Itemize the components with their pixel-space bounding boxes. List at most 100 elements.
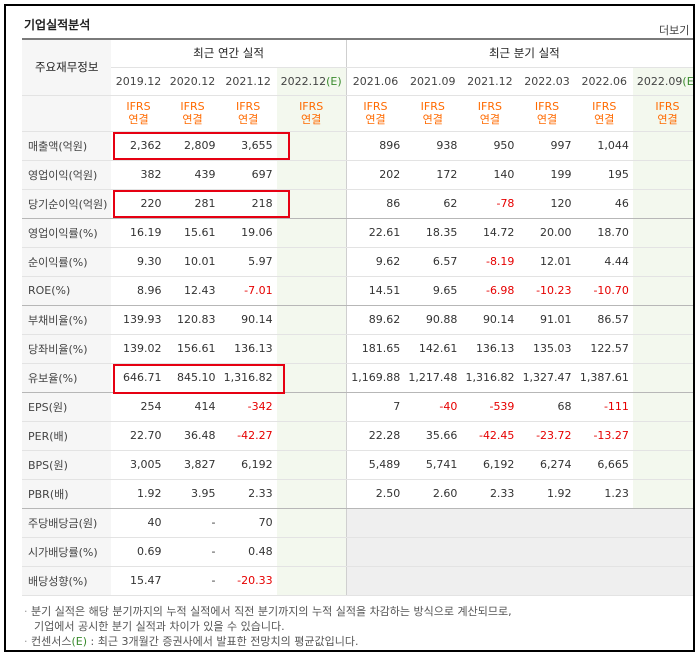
quarter-value-cell: 35.66 (404, 421, 462, 451)
quarter-value-cell (345, 566, 405, 596)
annual-period-header: 2019.12 (111, 67, 166, 96)
table-row: 순이익률(%) 9.30 10.01 5.97 9.62 6.57 -8.19 12.01 4.… (22, 247, 693, 277)
annual-value-cell: 156.61 (165, 334, 220, 364)
quarter-value-cell (345, 508, 405, 538)
quarter-value-cell: 18.70 (575, 218, 633, 248)
annual-value-cell: 281 (165, 189, 220, 219)
quarter-value-cell: 2.50 (345, 479, 405, 509)
row-label: 당기순이익(억원) (22, 189, 112, 219)
highlight-box-retention-ratio (113, 364, 285, 394)
table-row: 배당성향(%) 15.47- -20.33 (22, 566, 693, 596)
row-label: 시가배당률(%) (22, 537, 112, 567)
quarter-period-header: 2021.12 (461, 67, 519, 96)
footnote-1: · 분기 실적은 해당 분기까지의 누적 실적에서 직전 분기까지의 누적 실적… (24, 605, 512, 618)
annual-value-cell: 2.33 (219, 479, 277, 509)
annual-value-cell (276, 247, 347, 277)
annual-value-cell: 8.96 (111, 276, 166, 306)
quarter-value-cell (575, 537, 633, 567)
quarter-value-cell: 6,192 (461, 450, 519, 480)
ifrs-label-line2: 연결 (594, 113, 615, 126)
annual-value-cell (276, 450, 347, 480)
row-label: ROE(%) (22, 276, 112, 306)
row-label: 당좌비율(%) (22, 334, 112, 364)
quarter-value-cell: 6.57 (404, 247, 462, 277)
quarter-value-cell (461, 566, 519, 596)
ifrs-label-line1: IFRS (363, 100, 388, 113)
quarter-value-cell: 46 (575, 189, 633, 219)
annual-value-cell: - (165, 566, 220, 596)
annual-value-cell: 36.48 (165, 421, 220, 451)
quarter-value-cell: -111 (575, 392, 633, 422)
annual-period-header: 2021.12 (219, 67, 277, 96)
ifrs-label-line2: 연결 (182, 113, 203, 126)
section-title: 기업실적분석 (24, 18, 91, 32)
quarter-value-cell: 140 (461, 160, 519, 190)
row-label: 영업이익률(%) (22, 218, 112, 248)
quarter-period-header: 2022.06 (575, 67, 633, 96)
annual-value-cell (276, 276, 347, 306)
quarter-value-cell (632, 160, 693, 190)
ifrs-label: IFRS 연결 (165, 95, 220, 132)
quarter-value-cell: 86.57 (575, 305, 633, 335)
quarter-value-cell: 91.01 (518, 305, 576, 335)
quarter-value-cell: 62 (404, 189, 462, 219)
footnote-2: · 컨센서스(E) : 최근 3개월간 증권사에서 발표한 전망치의 평균값입니… (24, 635, 359, 648)
financial-table: 주요재무정보 최근 연간 실적 최근 분기 실적 2019.12 2020.12 2… (22, 38, 693, 596)
quarter-value-cell: 172 (404, 160, 462, 190)
quarter-value-cell: 1,169.88 (345, 363, 405, 393)
quarter-period-header: 2022.03 (518, 67, 576, 96)
annual-value-cell: 439 (165, 160, 220, 190)
quarter-value-cell: 22.28 (345, 421, 405, 451)
annual-value-cell (276, 218, 347, 248)
quarter-value-cell: 202 (345, 160, 405, 190)
row-label: BPS(원) (22, 450, 112, 480)
ifrs-label-line2: 연결 (536, 113, 558, 126)
quarter-value-cell: 195 (575, 160, 633, 190)
quarter-value-cell: 1.92 (518, 479, 576, 509)
annual-value-cell: -42.27 (219, 421, 277, 451)
annual-value-cell: 697 (219, 160, 277, 190)
footnote-2-text: : 최근 3개월간 증권사에서 발표한 전망치의 평균값입니다. (87, 635, 359, 648)
quarter-value-cell: 14.72 (461, 218, 519, 248)
table-row: PBR(배) 1.92 3.95 2.33 2.50 2.60 2.33 1.92 1.23 (22, 479, 693, 509)
row-label: PBR(배) (22, 479, 112, 509)
quarter-value-cell: 4.44 (575, 247, 633, 277)
annual-value-cell (276, 566, 347, 596)
more-link[interactable]: 더보기 (659, 24, 690, 37)
annual-value-cell (276, 160, 347, 190)
ifrs-label: IFRS 연결 (276, 95, 347, 132)
quarter-value-cell: 1,044 (575, 131, 633, 161)
ifrs-label: IFRS 연결 (518, 95, 576, 132)
quarter-value-cell: 122.57 (575, 334, 633, 364)
quarter-value-cell (632, 479, 693, 509)
quarter-value-cell: 7 (345, 392, 405, 422)
table-row: 매출액(억원) 2,362 2,809 3,655 896 938 950 997 1,044 (22, 131, 693, 161)
annual-period-header: 2020.12 (165, 67, 220, 96)
quarter-value-cell (632, 363, 693, 393)
quarter-period-header: 2021.09 (404, 67, 462, 96)
annual-value-cell: -20.33 (219, 566, 277, 596)
ifrs-label-line1: IFRS (180, 100, 205, 113)
quarter-value-cell (632, 305, 693, 335)
quarter-value-cell: 181.65 (345, 334, 405, 364)
quarter-value-cell (632, 537, 693, 567)
quarter-value-cell (632, 392, 693, 422)
quarter-value-cell: 90.14 (461, 305, 519, 335)
quarter-value-cell (461, 537, 519, 567)
annual-value-cell: 19.06 (219, 218, 277, 248)
quarter-period-header: 2022.09(E) (632, 67, 693, 96)
quarter-value-cell: 22.61 (345, 218, 405, 248)
quarter-value-cell: 1,387.61 (575, 363, 633, 393)
annual-value-cell: 16.19 (111, 218, 166, 248)
row-label: 배당성향(%) (22, 566, 112, 596)
annual-value-cell: 0.69 (111, 537, 166, 567)
annual-value-cell: 1,316.82 (219, 363, 277, 393)
ifrs-label-line2: 연결 (128, 113, 149, 126)
ifrs-label-line2: 연결 (657, 113, 678, 126)
annual-value-cell: 10.01 (165, 247, 220, 277)
quarter-value-cell (345, 537, 405, 567)
annual-value-cell: - (165, 537, 220, 567)
quarter-value-cell: 950 (461, 131, 519, 161)
quarter-value-cell: 896 (345, 131, 405, 161)
table-row: 영업이익(억원) 382 439 697 202 172 140 199 195 (22, 160, 693, 190)
